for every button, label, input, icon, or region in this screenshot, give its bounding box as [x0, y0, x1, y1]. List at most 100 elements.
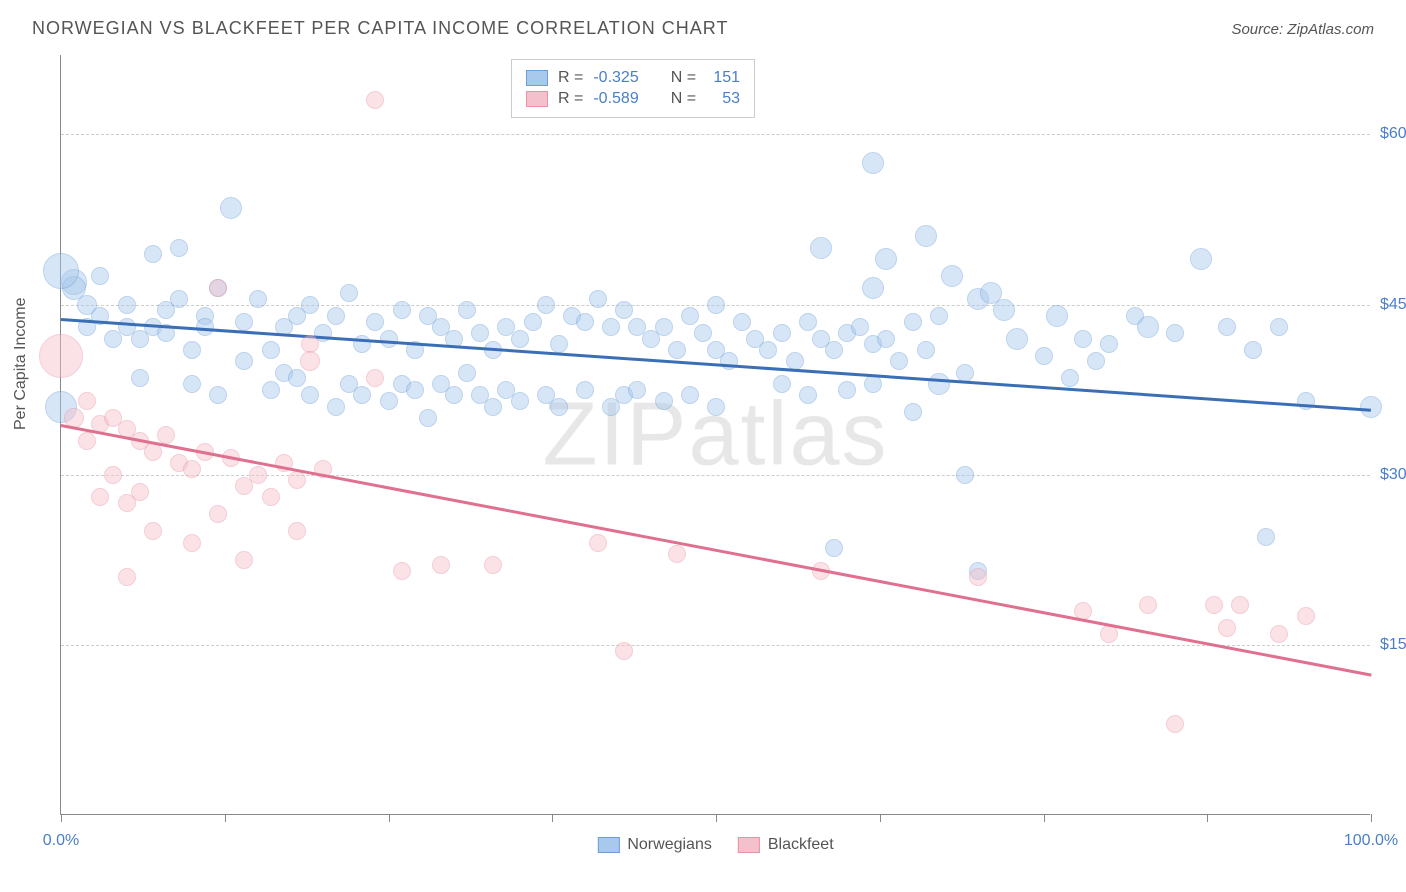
x-tick — [1207, 814, 1208, 822]
x-tick — [1044, 814, 1045, 822]
data-point — [524, 313, 542, 331]
data-point — [235, 551, 253, 569]
x-tick — [716, 814, 717, 822]
data-point — [220, 197, 242, 219]
data-point — [353, 386, 371, 404]
data-point — [615, 642, 633, 660]
data-point — [366, 91, 384, 109]
data-point — [1074, 330, 1092, 348]
data-point — [825, 341, 843, 359]
legend-swatch — [597, 837, 619, 853]
data-point — [406, 381, 424, 399]
r-value: -0.589 — [593, 90, 638, 108]
data-point — [956, 364, 974, 382]
y-tick-label: $30,000 — [1380, 466, 1406, 484]
series-label: Norwegians — [627, 836, 711, 854]
data-point — [1166, 324, 1184, 342]
data-point — [681, 307, 699, 325]
x-tick — [552, 814, 553, 822]
data-point — [773, 375, 791, 393]
r-label: R = — [558, 90, 583, 108]
data-point — [930, 307, 948, 325]
data-point — [602, 318, 620, 336]
x-tick — [225, 814, 226, 822]
data-point — [720, 352, 738, 370]
data-point — [1139, 596, 1157, 614]
r-value: -0.325 — [593, 69, 638, 87]
data-point — [1046, 305, 1068, 327]
data-point — [91, 488, 109, 506]
data-point — [655, 318, 673, 336]
data-point — [707, 398, 725, 416]
data-point — [969, 568, 987, 586]
data-point — [904, 313, 922, 331]
data-point — [131, 483, 149, 501]
trendline — [61, 424, 1371, 676]
data-point — [91, 267, 109, 285]
data-point — [380, 392, 398, 410]
data-point — [1218, 619, 1236, 637]
data-point — [799, 386, 817, 404]
gridline — [61, 645, 1370, 646]
stats-legend-row: R =-0.589N =53 — [526, 90, 740, 108]
n-label: N = — [671, 90, 696, 108]
chart-title: NORWEGIAN VS BLACKFEET PER CAPITA INCOME… — [32, 18, 728, 39]
data-point — [589, 534, 607, 552]
data-point — [235, 313, 253, 331]
data-point — [183, 460, 201, 478]
data-point — [681, 386, 699, 404]
data-point — [668, 545, 686, 563]
data-point — [825, 539, 843, 557]
data-point — [1087, 352, 1105, 370]
y-tick-label: $60,000 — [1380, 125, 1406, 143]
data-point — [301, 386, 319, 404]
data-point — [183, 375, 201, 393]
gridline — [61, 134, 1370, 135]
data-point — [340, 284, 358, 302]
data-point — [183, 534, 201, 552]
data-point — [904, 403, 922, 421]
data-point — [576, 381, 594, 399]
data-point — [262, 381, 280, 399]
legend-swatch — [526, 70, 548, 86]
series-legend: Norwegians Blackfeet — [597, 836, 833, 854]
data-point — [1218, 318, 1236, 336]
data-point — [589, 290, 607, 308]
data-point — [144, 443, 162, 461]
legend-swatch — [738, 837, 760, 853]
series-legend-item: Blackfeet — [738, 836, 834, 854]
data-point — [39, 334, 83, 378]
data-point — [511, 392, 529, 410]
data-point — [1244, 341, 1262, 359]
data-point — [432, 556, 450, 574]
data-point — [773, 324, 791, 342]
data-point — [1257, 528, 1275, 546]
data-point — [707, 296, 725, 314]
data-point — [458, 364, 476, 382]
x-tick — [389, 814, 390, 822]
n-value: 151 — [706, 69, 740, 87]
data-point — [759, 341, 777, 359]
data-point — [1270, 318, 1288, 336]
data-point — [941, 265, 963, 287]
data-point — [235, 352, 253, 370]
data-point — [1205, 596, 1223, 614]
data-point — [1006, 328, 1028, 350]
data-point — [1061, 369, 1079, 387]
data-point — [1166, 715, 1184, 733]
data-point — [655, 392, 673, 410]
data-point — [810, 237, 832, 259]
data-point — [288, 522, 306, 540]
data-point — [890, 352, 908, 370]
data-point — [576, 313, 594, 331]
data-point — [300, 351, 320, 371]
data-point — [78, 392, 96, 410]
data-point — [288, 471, 306, 489]
data-point — [183, 341, 201, 359]
data-point — [170, 290, 188, 308]
data-point — [668, 341, 686, 359]
data-point — [380, 330, 398, 348]
data-point — [484, 556, 502, 574]
data-point — [1100, 335, 1118, 353]
data-point — [917, 341, 935, 359]
